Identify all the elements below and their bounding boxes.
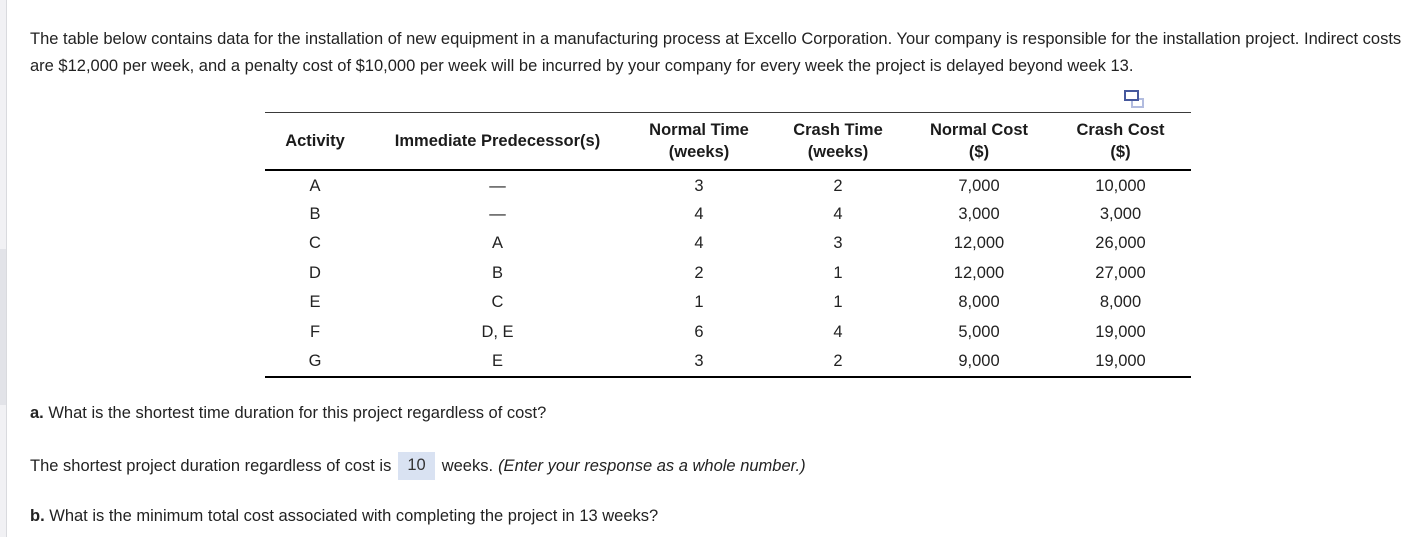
table-cell: 4 <box>833 322 843 341</box>
left-scrollbar-track[interactable] <box>0 0 7 537</box>
col-header-crash-time: Crash Time (weeks) <box>768 112 908 171</box>
table-cell: 3,000 <box>958 204 1000 223</box>
copy-table-icon[interactable] <box>1124 90 1147 110</box>
table-cell: E <box>309 293 321 312</box>
table-cell: 4 <box>833 204 843 223</box>
answer-a-sentence: The shortest project duration regardless… <box>30 452 806 480</box>
col-header-predecessors: Immediate Predecessor(s) <box>365 112 630 171</box>
table-row: E C 1 1 8,000 8,000 <box>265 288 1191 318</box>
table-cell: G <box>308 351 322 370</box>
table-cell: A <box>309 177 321 196</box>
table-cell: B <box>309 204 321 223</box>
col-header-unit: ($) <box>1110 142 1131 161</box>
answer-a-after-text: weeks. <box>441 456 494 475</box>
table-cell: 26,000 <box>1095 234 1146 253</box>
table-cell: 6 <box>694 322 704 341</box>
question-a-prefix: a. <box>30 404 44 422</box>
answer-a-input[interactable]: 10 <box>398 452 435 480</box>
col-header-normal-cost: Normal Cost ($) <box>908 112 1050 171</box>
col-header-label: Crash Time <box>793 121 883 139</box>
table-cell: 19,000 <box>1095 322 1146 341</box>
table-cell: D <box>309 263 321 282</box>
table-header-row: Activity Immediate Predecessor(s) Normal… <box>265 112 1191 171</box>
table-cell: 1 <box>694 293 704 312</box>
table-cell: 1 <box>833 293 843 312</box>
table-cell: — <box>489 177 506 196</box>
table-cell: 27,000 <box>1095 263 1146 282</box>
table-cell: 8,000 <box>1099 293 1142 312</box>
table-cell: 12,000 <box>953 234 1005 253</box>
table-cell: 4 <box>694 234 704 253</box>
table-row: A — 3 2 7,000 10,000 <box>265 170 1191 200</box>
table-cell: 1 <box>833 263 843 282</box>
question-b: b. What is the minimum total cost associ… <box>30 507 658 526</box>
problem-statement: The table below contains data for the in… <box>30 29 1402 76</box>
table-cell: 7,000 <box>958 177 1000 196</box>
table-cell: 3 <box>694 177 704 196</box>
question-a-text: What is the shortest time duration for t… <box>43 404 547 422</box>
col-header-normal-time: Normal Time (weeks) <box>630 112 768 171</box>
table-cell: A <box>491 234 503 253</box>
col-header-label: Normal Time <box>649 121 749 139</box>
table-cell: 5,000 <box>958 322 1000 341</box>
col-header-activity: Activity <box>265 112 365 171</box>
table-cell: C <box>491 293 504 312</box>
table-cell: 2 <box>833 351 843 370</box>
table-cell: B <box>491 263 503 282</box>
table-cell: 9,000 <box>958 351 1000 370</box>
col-header-unit: (weeks) <box>668 142 730 161</box>
col-header-label: Normal Cost <box>929 121 1029 139</box>
col-header-label: Activity <box>285 131 345 150</box>
col-header-label: Immediate Predecessor(s) <box>394 131 601 150</box>
col-header-crash-cost: Crash Cost ($) <box>1050 112 1191 171</box>
table-cell: 3 <box>833 234 843 253</box>
question-b-prefix: b. <box>30 507 45 525</box>
table-cell: — <box>489 204 506 223</box>
table-cell: 4 <box>694 204 704 223</box>
left-scrollbar-thumb[interactable] <box>0 249 6 405</box>
table-cell: 8,000 <box>958 293 1000 312</box>
col-header-unit: (weeks) <box>807 142 869 161</box>
question-b-text: What is the minimum total cost associate… <box>44 507 659 525</box>
table-row: G E 3 2 9,000 19,000 <box>265 347 1191 377</box>
table-cell: 12,000 <box>953 263 1005 282</box>
question-a: a. What is the shortest time duration fo… <box>30 404 546 423</box>
table-cell: D, E <box>481 322 514 341</box>
table-cell: 10,000 <box>1095 177 1146 196</box>
activity-data-table: Activity Immediate Predecessor(s) Normal… <box>265 112 1191 378</box>
col-header-label: Crash Cost <box>1076 121 1165 139</box>
table-cell: 3 <box>694 351 704 370</box>
table-cell: 3,000 <box>1099 204 1142 223</box>
table-row: B — 4 4 3,000 3,000 <box>265 200 1191 230</box>
col-header-unit: ($) <box>968 142 990 161</box>
table-row: D B 2 1 12,000 27,000 <box>265 259 1191 289</box>
answer-a-instruction: (Enter your response as a whole number.) <box>498 456 806 475</box>
copy-icon-front-rect <box>1124 90 1139 101</box>
table-cell: 2 <box>694 263 704 282</box>
answer-a-before-text: The shortest project duration regardless… <box>30 456 392 475</box>
table-cell: 19,000 <box>1095 351 1146 370</box>
table-cell: 2 <box>833 177 843 196</box>
table-cell: C <box>309 234 321 253</box>
table-cell: E <box>491 351 503 370</box>
table-cell: F <box>309 322 321 341</box>
table-row: C A 4 3 12,000 26,000 <box>265 229 1191 259</box>
table-row: F D, E 6 4 5,000 19,000 <box>265 318 1191 348</box>
